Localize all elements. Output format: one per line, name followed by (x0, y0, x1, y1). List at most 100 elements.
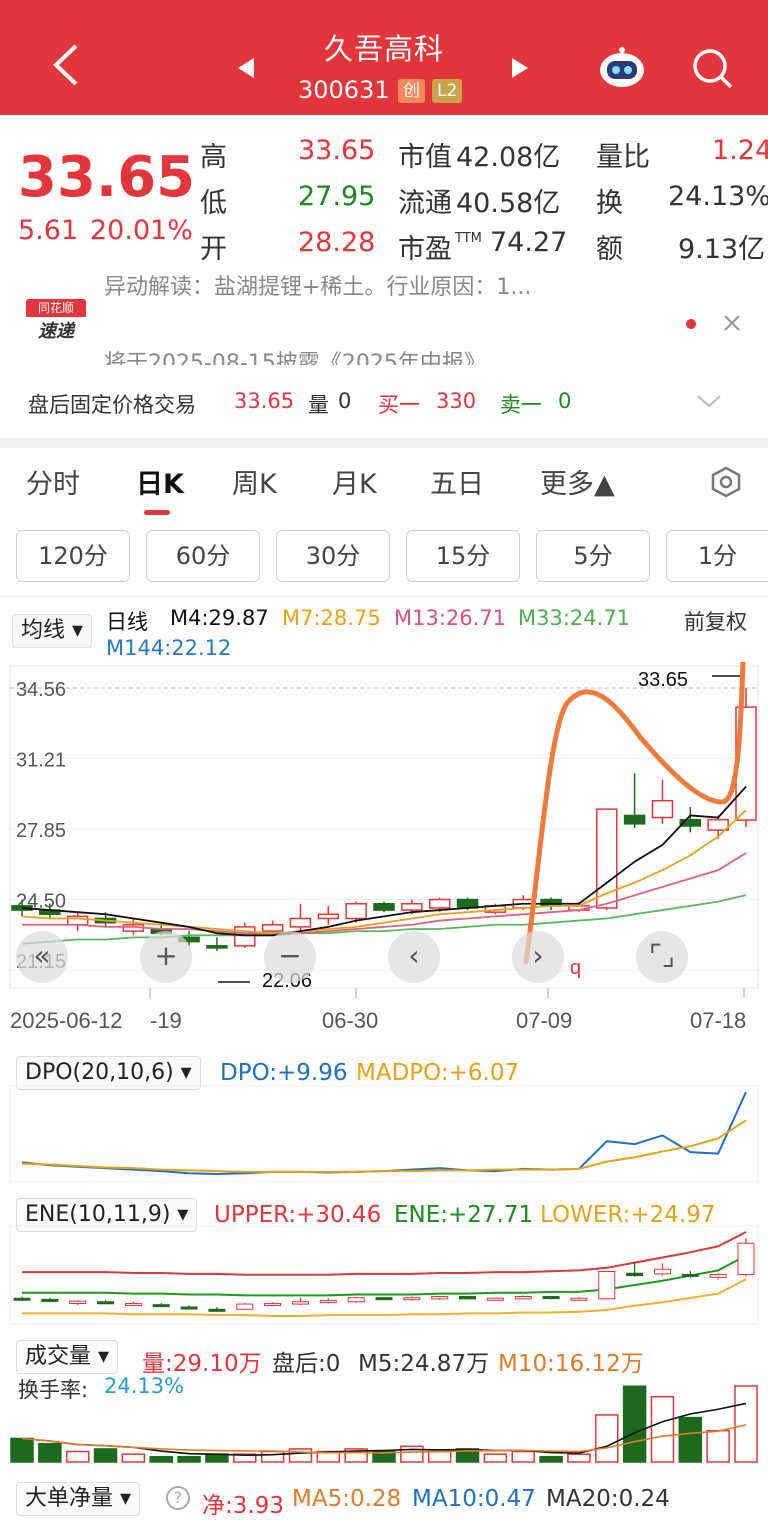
volume-bar (10, 1437, 34, 1463)
annotation-mark: q (570, 957, 581, 979)
zoom-out-fast-icon[interactable]: « (16, 931, 68, 983)
volume-bar (177, 1456, 201, 1463)
ene-chart[interactable] (0, 1224, 768, 1328)
ene-candle (431, 1296, 449, 1300)
unread-dot-icon (686, 319, 696, 329)
x-tick-label: 2025-06-12 (10, 1008, 123, 1033)
tab-monthly-k[interactable]: 月K (332, 469, 377, 500)
turnover-value: 24.13% (668, 181, 768, 212)
candle (679, 818, 702, 827)
volume-chart[interactable] (0, 1368, 768, 1464)
news-line-2[interactable]: 将于2025-08-15披露《2025年中报》 (104, 351, 486, 365)
zoom-out-icon[interactable]: − (264, 931, 316, 983)
ma-selector-label: 均线 (21, 618, 66, 643)
volume-ratio-value: 1.24 (712, 135, 768, 166)
kline-chart[interactable]: 34.5631.2127.8524.5021.152025-06-12-1906… (0, 662, 768, 1042)
news-source-logo: 同花顺 速递 (26, 299, 86, 349)
l2-badge: L2 (432, 79, 463, 103)
ma13-line (22, 852, 747, 935)
prev-stock-icon[interactable] (236, 56, 256, 80)
candle (345, 903, 367, 920)
ene-candle (514, 1296, 532, 1300)
panel-frame (9, 1225, 759, 1325)
volume-bar (483, 1453, 508, 1463)
fixed-trade-vol-label: 量 (308, 393, 329, 417)
volume-bar (233, 1453, 257, 1463)
ma-selector[interactable]: 均线 ▾ (12, 614, 93, 648)
dpo-selector[interactable]: DPO(20,10,6) ▾ (16, 1056, 201, 1090)
after-hours-fixed-price[interactable]: 盘后固定价格交易 33.65 量 0 买一 330 卖一 0 (0, 375, 768, 430)
open-label: 开 (200, 234, 227, 265)
big-order-ma20: MA20:0.24 (546, 1486, 670, 1512)
volume-selector[interactable]: 成交量 ▾ (16, 1340, 119, 1374)
scroll-right-icon[interactable]: › (512, 931, 564, 983)
dpo-chart[interactable] (0, 1084, 768, 1184)
y-tick-label: 31.21 (16, 749, 66, 771)
ene-candle (653, 1268, 671, 1275)
interval-15min[interactable]: 15分 (406, 530, 520, 582)
fixed-trade-label: 盘后固定价格交易 (28, 393, 196, 417)
x-tick-label: 06-30 (322, 1008, 378, 1033)
candle (540, 898, 562, 907)
ene-candle (459, 1296, 477, 1300)
ene-upper-value: UPPER:+30.46 (214, 1202, 382, 1228)
ene-candle (291, 1301, 309, 1305)
volume-bar (205, 1453, 229, 1463)
volume-bar (678, 1416, 703, 1463)
series-ene-line (22, 1254, 747, 1297)
ene-candle (152, 1304, 170, 1308)
ene-candle (97, 1301, 115, 1305)
chevron-down-icon[interactable] (696, 393, 722, 409)
next-stock-icon[interactable] (510, 56, 530, 80)
high-label: 高 (200, 142, 227, 173)
big-order-ma10: MA10:0.47 (412, 1486, 536, 1512)
bid1-value: 330 (436, 389, 477, 413)
tab-intraday[interactable]: 分时 (26, 469, 80, 500)
ene-candle (570, 1297, 588, 1301)
ene-candle (347, 1297, 365, 1303)
ene-candle (264, 1302, 282, 1306)
interval-60min[interactable]: 60分 (146, 530, 260, 582)
news-line-1[interactable]: 异动解读：盐湖提锂+稀土。行业原因：1... (104, 275, 532, 300)
volume-bar (149, 1456, 173, 1463)
interval-5min[interactable]: 5分 (536, 530, 650, 582)
turnover-rate-value: 24.13% (104, 1374, 185, 1398)
high-value: 33.65 (298, 135, 376, 166)
section-divider (0, 438, 768, 448)
price-adjust-mode[interactable]: 前复权 (684, 610, 747, 634)
ene-candle (486, 1297, 504, 1301)
after-hours-volume: 盘后:0 (272, 1351, 341, 1377)
zoom-in-icon[interactable]: + (140, 931, 192, 983)
dpo-value: DPO:+9.96 (220, 1060, 348, 1086)
interval-120min[interactable]: 120分 (16, 530, 130, 582)
tab-more[interactable]: 更多▲ (540, 469, 615, 500)
close-icon[interactable] (722, 313, 742, 333)
big-order-net: 净:3.93 (202, 1493, 284, 1519)
tab-daily-k[interactable]: 日K (136, 469, 184, 500)
volume-bar (622, 1385, 647, 1463)
back-icon[interactable] (48, 42, 82, 88)
search-icon[interactable] (690, 46, 734, 90)
low-label: 低 (200, 188, 227, 219)
tab-weekly-k[interactable]: 周K (232, 469, 277, 500)
candle (401, 903, 423, 911)
big-order-selector[interactable]: 大单净量 ▾ (16, 1482, 141, 1516)
robot-assistant-icon[interactable] (598, 44, 646, 90)
interval-1min[interactable]: 1分 (666, 530, 768, 582)
settings-hexagon-icon[interactable] (710, 466, 742, 498)
tab-five-day[interactable]: 五日 (430, 469, 484, 500)
scroll-left-icon[interactable]: ‹ (388, 931, 440, 983)
pe-label: 市盈 (398, 234, 452, 265)
interval-30min[interactable]: 30分 (276, 530, 390, 582)
fullscreen-icon[interactable]: ⌜⌟ (636, 931, 688, 983)
volume-bar (38, 1442, 62, 1463)
news-ticker[interactable]: 异动解读：盐湖提锂+稀土。行业原因：1... 将于2025-08-15披露《20… (0, 275, 768, 365)
chinext-badge: 创 (398, 79, 425, 103)
turnover-label: 换 (596, 188, 623, 219)
ene-candle (542, 1296, 560, 1300)
ene-candle (403, 1297, 421, 1301)
ene-candle (180, 1306, 198, 1310)
ene-candle (41, 1298, 59, 1302)
help-icon[interactable]: ? (166, 1486, 190, 1510)
candle (623, 814, 646, 825)
